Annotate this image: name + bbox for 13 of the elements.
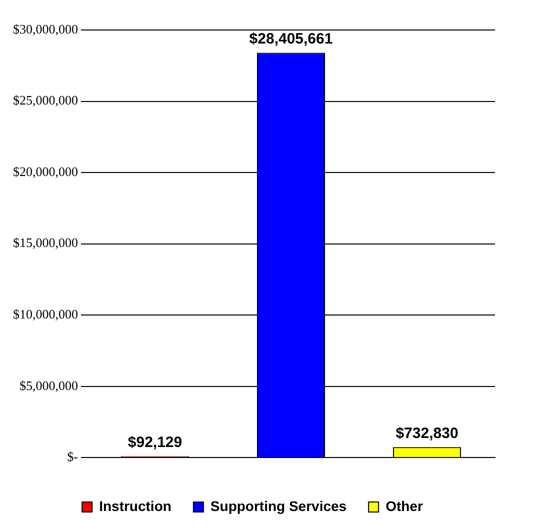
y-tick-label: $25,000,000: [13, 92, 78, 108]
legend-label: Other: [386, 498, 424, 514]
data-label: $732,830: [396, 424, 458, 442]
legend-label: Instruction: [99, 498, 172, 514]
y-tick-label: $20,000,000: [13, 164, 78, 179]
y-tick-label: $30,000,000: [13, 21, 78, 36]
y-tick-label: $15,000,000: [13, 235, 78, 250]
y-tick-label: $5,000,000: [20, 378, 78, 393]
data-label: $92,129: [128, 434, 182, 451]
data-label: $28,405,661: [249, 30, 333, 48]
legend-label: Supporting Services: [210, 498, 347, 514]
y-tick-label: $-: [67, 449, 78, 464]
y-tick-label: $10,000,000: [13, 306, 78, 322]
